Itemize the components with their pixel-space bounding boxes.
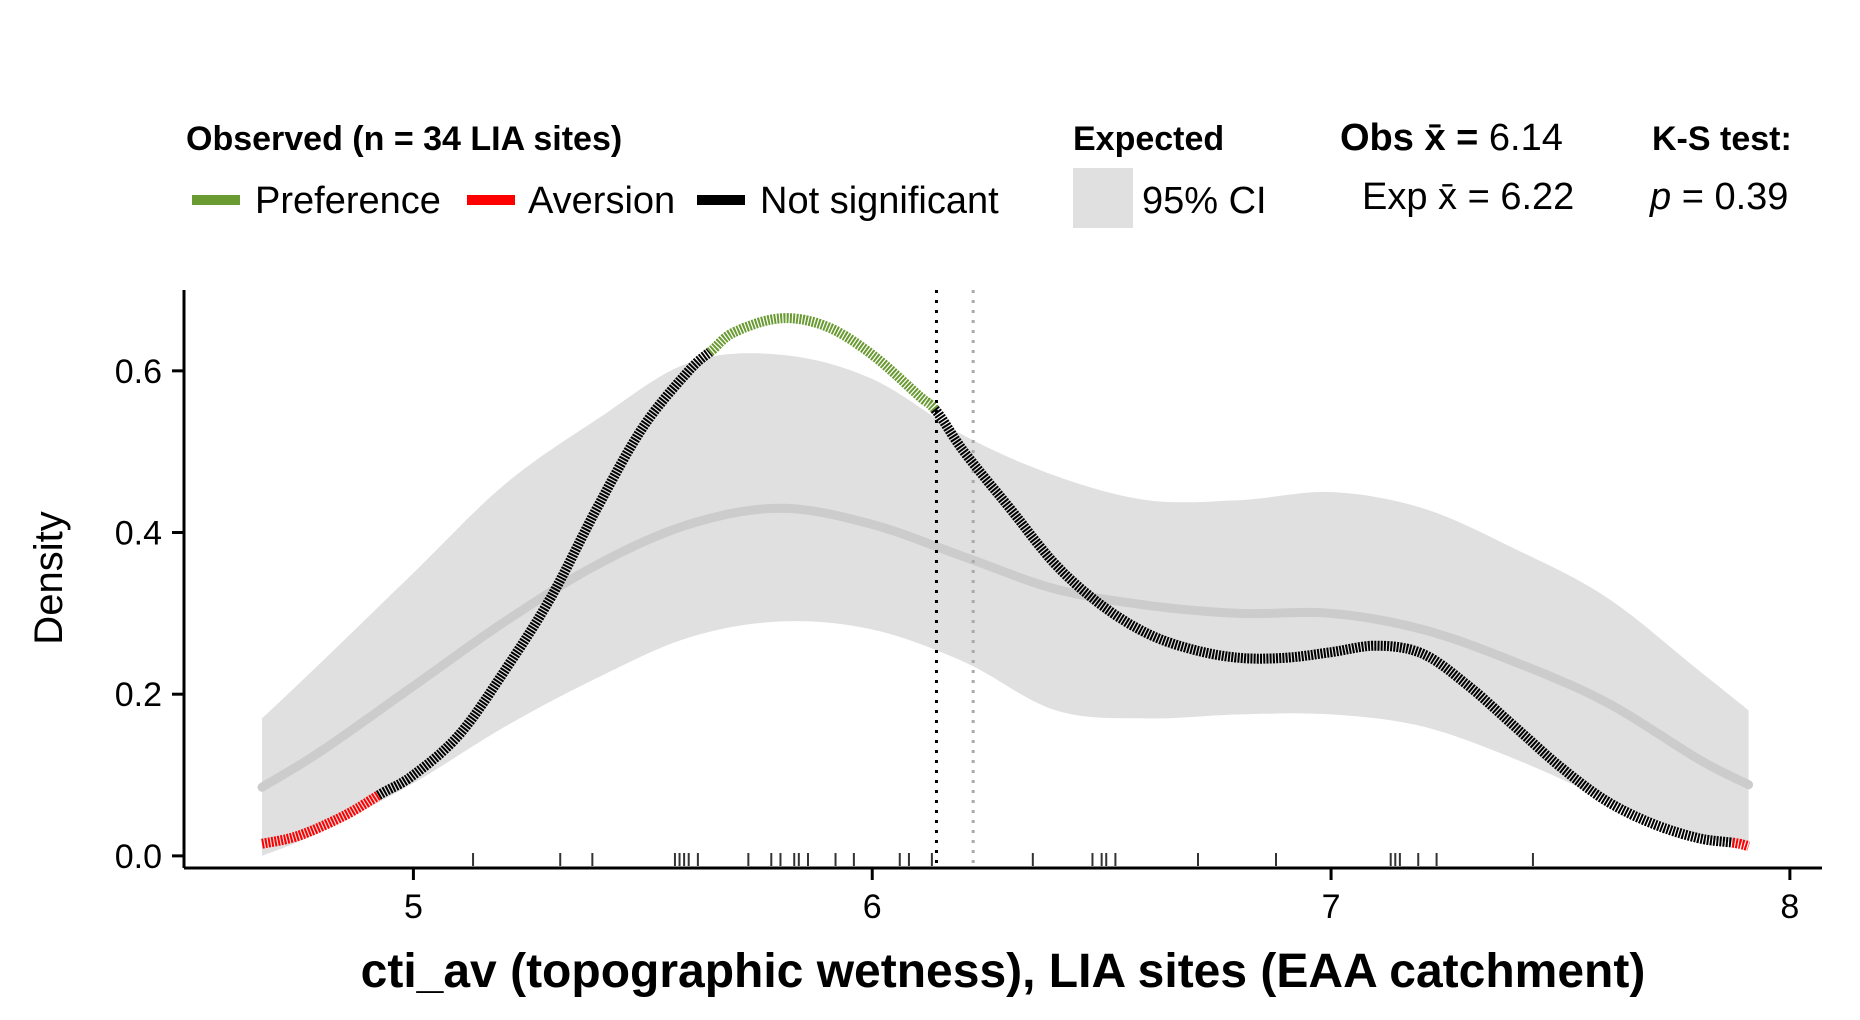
legend-exp-mean: Exp x̄ = 6.22: [1362, 176, 1574, 218]
x-axis-label: cti_av (topographic wetness), LIA sites …: [361, 945, 1646, 998]
observed-segment-not-significant: [930, 405, 1734, 848]
legend-expected-title: Expected: [1073, 120, 1224, 158]
y-tick-label: 0.4: [115, 515, 162, 553]
legend-ks-p: p = 0.39: [1649, 176, 1788, 218]
legend-not-significant-swatch: [697, 195, 745, 205]
observed-line-layer: [261, 313, 1751, 851]
legend-ci-swatch: [1073, 168, 1133, 228]
observed-segment-aversion: [261, 791, 382, 849]
y-tick-label: 0.6: [115, 353, 162, 391]
x-tick-label: 5: [404, 888, 423, 926]
axes-layer: 5 6 7 8 0.0 0.2 0.4 0.6: [115, 290, 1822, 926]
legend-observed-title: Observed (n = 34 LIA sites): [186, 120, 622, 158]
y-tick-label: 0.0: [115, 838, 162, 876]
expected-line-layer: [257, 503, 1754, 792]
legend-preference-swatch: [192, 195, 240, 205]
legend-ks-title: K-S test:: [1652, 120, 1792, 158]
y-tick-label: 0.2: [115, 676, 162, 714]
x-tick-label: 6: [863, 888, 882, 926]
observed-segment-not-significant: [375, 348, 713, 800]
x-tick-label: 7: [1322, 888, 1341, 926]
y-axis-label: Density: [27, 511, 71, 644]
legend: Observed (n = 34 LIA sites) Preference A…: [186, 117, 1792, 228]
legend-aversion-swatch: [467, 195, 515, 205]
ci-band-layer: [262, 353, 1749, 856]
observed-segment-preference: [706, 313, 939, 413]
rug-layer: [472, 853, 1534, 866]
ci-band: [262, 353, 1749, 856]
mean-lines-layer: [934, 290, 975, 868]
legend-obs-mean: Obs x̄ = 6.14: [1340, 117, 1563, 159]
expected-line: [257, 503, 1754, 792]
legend-not-significant-label: Not significant: [760, 180, 999, 222]
x-tick-label: 8: [1780, 888, 1799, 926]
legend-preference-label: Preference: [255, 180, 441, 222]
legend-ci-label: 95% CI: [1142, 180, 1267, 222]
legend-aversion-label: Aversion: [528, 180, 675, 222]
observed-segment-aversion: [1731, 837, 1751, 851]
